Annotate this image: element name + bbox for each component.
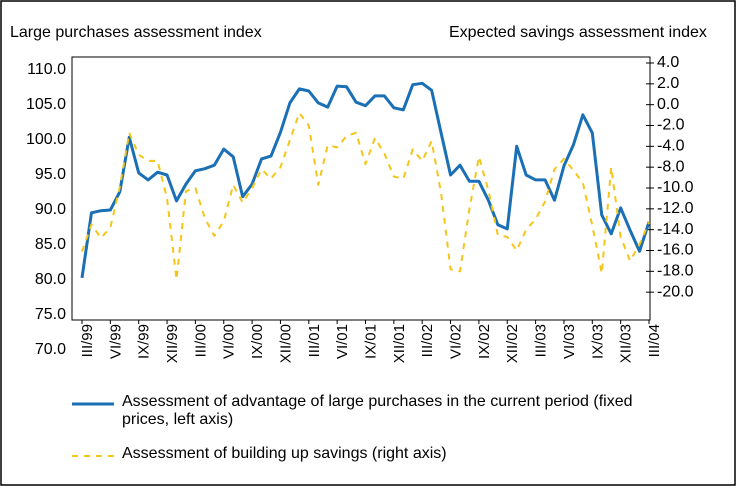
x-tick-label: VI/01 — [334, 324, 351, 359]
x-tick-label: XII/99 — [164, 324, 181, 363]
series-line — [81, 112, 650, 281]
y-tick-label: 70.0 — [35, 341, 66, 358]
x-tick-label: III/03 — [533, 324, 550, 357]
y2-tick-label: 2.0 — [657, 75, 679, 92]
y2-tick-label: -12.0 — [657, 200, 694, 217]
y2-tick-label: -14.0 — [657, 221, 694, 238]
x-tick-label: VI/02 — [448, 324, 465, 359]
x-tick-label: IX/03 — [589, 324, 606, 359]
y-tick-label: 80.0 — [35, 271, 66, 288]
x-tick-label: IX/00 — [249, 324, 266, 359]
x-tick-label: VI/99 — [107, 324, 124, 359]
y2-axis-title: Expected savings assessment index — [449, 24, 707, 41]
y2-tick-label: -2.0 — [657, 117, 685, 134]
y-tick-label: 110.0 — [27, 61, 66, 78]
y2-tick-label: 0.0 — [657, 96, 679, 113]
x-tick-label: III/99 — [79, 324, 96, 357]
x-tick-label: IX/02 — [476, 324, 493, 359]
x-tick-label: XII/02 — [504, 324, 521, 363]
legend-label: Assessment of building up savings (right… — [122, 445, 447, 462]
x-tick-label: XII/03 — [618, 324, 635, 363]
x-tick-label: IX/99 — [136, 324, 153, 359]
x-tick-label: XII/00 — [277, 324, 294, 363]
y-tick-label: 85.0 — [35, 236, 66, 253]
y-axis-title: Large purchases assessment index — [10, 24, 262, 41]
y2-tick-label: -16.0 — [657, 242, 694, 259]
series-line — [80, 81, 651, 279]
y-tick-label: 95.0 — [35, 166, 66, 183]
y-tick-label: 105.0 — [26, 96, 66, 113]
y-tick-label: 100.0 — [26, 131, 66, 148]
x-tick-label: VI/03 — [561, 324, 578, 359]
x-tick-label: VI/00 — [221, 324, 238, 359]
x-tick-label: III/04 — [646, 324, 663, 357]
legend-label: Assessment of advantage of large purchas… — [122, 393, 633, 428]
y2-tick-label: 4.0 — [657, 54, 679, 71]
y-tick-label: 75.0 — [35, 306, 66, 323]
y-tick-label: 90.0 — [35, 201, 66, 218]
y2-tick-label: -4.0 — [657, 138, 685, 155]
y2-tick-label: -18.0 — [657, 263, 694, 280]
y2-tick-label: -10.0 — [657, 179, 694, 196]
x-tick-label: XII/01 — [391, 324, 408, 363]
x-tick-label: IX/01 — [362, 324, 379, 359]
x-tick-label: III/02 — [419, 324, 436, 357]
x-tick-label: III/00 — [192, 324, 209, 357]
y2-tick-label: -20.0 — [657, 283, 694, 300]
y2-tick-label: -8.0 — [657, 158, 685, 175]
x-tick-label: III/01 — [306, 324, 323, 357]
